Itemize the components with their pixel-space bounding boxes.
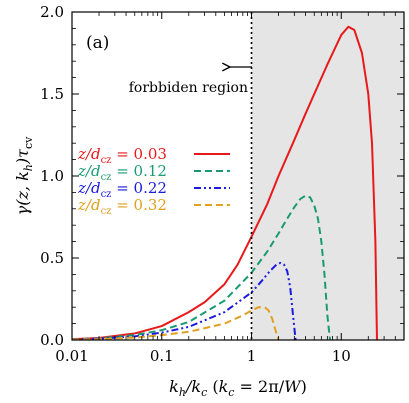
y-tick-label: 0.0 [40,331,64,349]
y-tick-label: 1.0 [40,167,64,185]
x-tick-label: 0.01 [55,347,88,365]
x-tick-label: 10 [332,347,351,365]
series-line-1 [72,25,378,340]
x-tick-label: 0.1 [150,347,174,365]
forbidden-region-label: forbbiden region [129,80,248,96]
legend-label: z/dcz = 0.12 [77,162,167,183]
series-line-2 [72,194,332,340]
y-tick-label: 1.5 [40,85,64,103]
y-tick-label: 0.5 [40,249,64,267]
panel-label: (a) [86,33,109,53]
legend: z/dcz = 0.03z/dcz = 0.12z/dcz = 0.22z/dc… [77,145,230,217]
y-tick-label: 2.0 [40,3,64,21]
legend-label: z/dcz = 0.32 [77,196,167,217]
forbidden-region-shading [251,12,404,340]
x-tick-label: 1 [247,347,257,365]
y-axis-label: γ(z, kh)τcv [13,136,35,215]
series-line-4 [72,306,280,340]
legend-label: z/dcz = 0.22 [77,179,167,200]
x-axis-label: kh/kc (kc = 2π/W) [169,377,307,399]
legend-label: z/dcz = 0.03 [77,145,167,166]
series-line-3 [72,261,297,340]
